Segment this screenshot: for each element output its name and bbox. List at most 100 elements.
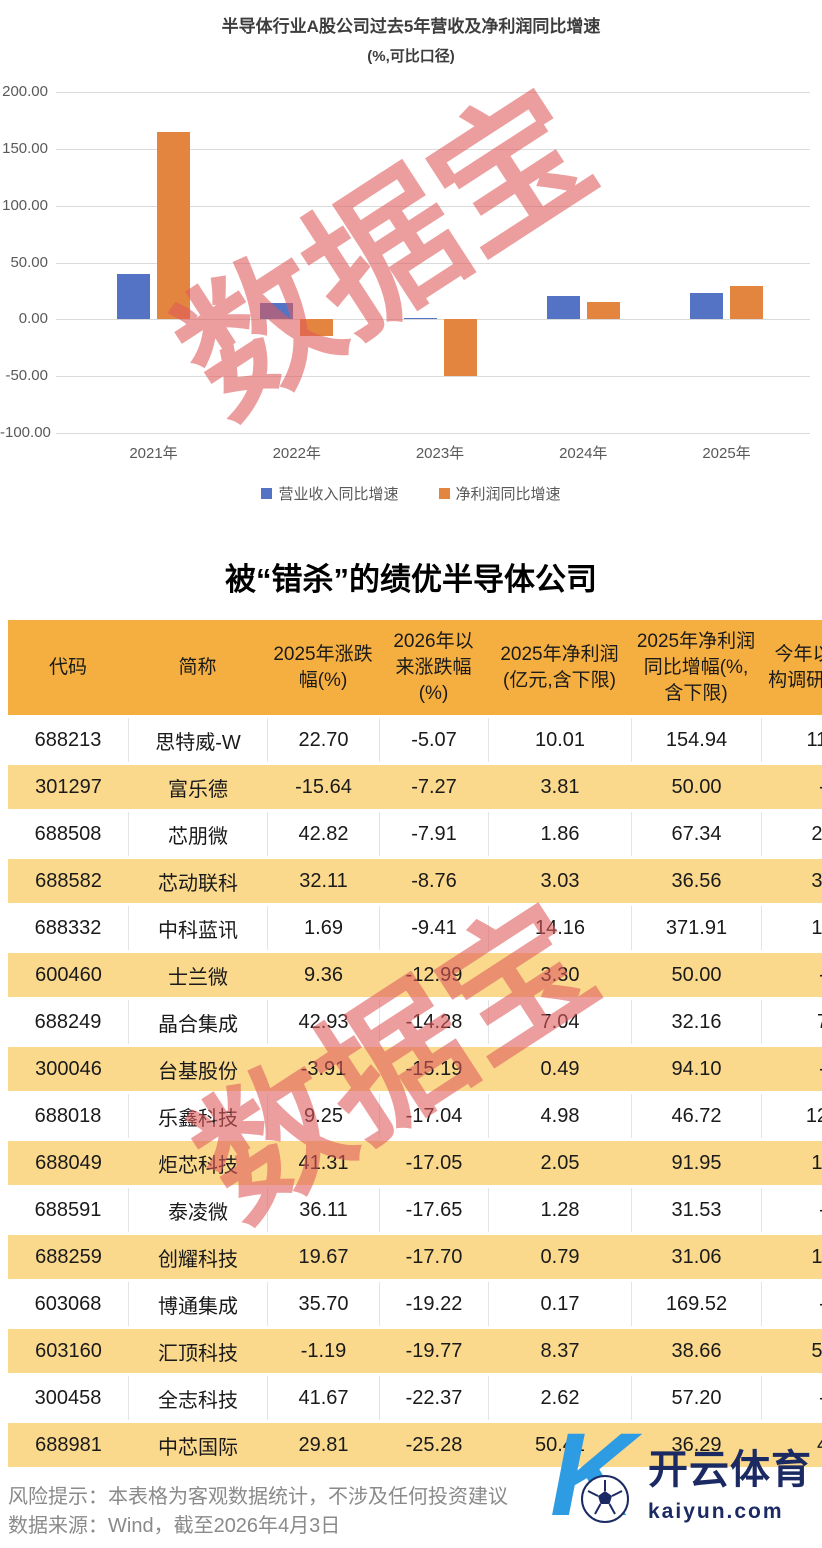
x-tick-label: 2025年 <box>702 445 751 462</box>
table-cell: 1.28 <box>488 1188 631 1232</box>
bar-2021年-营业收入同比增速 <box>117 273 150 320</box>
table-cell: -7.27 <box>379 765 488 809</box>
table-cell: 士兰微 <box>128 953 267 997</box>
y-tick-label: 150.00 <box>2 139 48 157</box>
table-cell: 688981 <box>8 1423 128 1467</box>
table-cell: 91.95 <box>631 1141 761 1185</box>
column-header: 代码 <box>8 620 128 715</box>
table-cell: -15.64 <box>267 765 379 809</box>
table-cell: 15 <box>761 1235 822 1279</box>
table-cell: 9.36 <box>267 953 379 997</box>
table-cell: - <box>761 1376 822 1420</box>
table-cell: - <box>761 1282 822 1326</box>
table-cell: 36.29 <box>631 1423 761 1467</box>
y-tick-label: 0.00 <box>18 310 48 328</box>
growth-chart-section: 半导体行业A股公司过去5年营收及净利润同比增速 (%,可比口径) 200.00 1… <box>0 0 822 535</box>
chart-legend: 营业收入同比增速 净利润同比增速 <box>0 483 822 504</box>
chart-subtitle: (%,可比口径) <box>367 48 455 65</box>
table-cell: -22.37 <box>379 1376 488 1420</box>
table-cell: 创耀科技 <box>128 1235 267 1279</box>
table-cell: 32.16 <box>631 1000 761 1044</box>
y-tick-label: -50.00 <box>5 367 48 385</box>
gridline <box>56 92 810 93</box>
table-cell: 57.20 <box>631 1376 761 1420</box>
table-header-row: 代码 简称 2025年涨跌幅(%) 2026年以来涨跌幅(%) 2025年净利润(亿元,… <box>8 620 822 715</box>
table-cell: 思特威-W <box>128 718 267 762</box>
table-cell: 9.25 <box>267 1094 379 1138</box>
table-cell: -5.07 <box>379 718 488 762</box>
table-cell: 晶合集成 <box>128 1000 267 1044</box>
data-source: 数据来源：Wind，截至2026年4月3日 <box>8 1515 341 1537</box>
table-cell: 169.52 <box>631 1282 761 1326</box>
table-cell: 67.34 <box>631 812 761 856</box>
table-cell: 4.98 <box>488 1094 631 1138</box>
y-tick-label: 100.00 <box>2 196 48 214</box>
table-cell: 台基股份 <box>128 1047 267 1091</box>
table-cell: 688213 <box>8 718 128 762</box>
table-cell: 7.04 <box>488 1000 631 1044</box>
x-tick-label: 2023年 <box>415 445 465 462</box>
table-cell: 2.62 <box>488 1376 631 1420</box>
table-cell: 32.11 <box>267 859 379 903</box>
table-cell: 乐鑫科技 <box>128 1094 267 1138</box>
table-cell: -7.91 <box>379 812 488 856</box>
table-cell: 38.66 <box>631 1329 761 1373</box>
table-cell: 中芯国际 <box>128 1423 267 1467</box>
table-cell: 688591 <box>8 1188 128 1232</box>
table-cell: 36.56 <box>631 859 761 903</box>
table-cell: 41.31 <box>267 1141 379 1185</box>
gridline <box>56 376 810 378</box>
table-cell: 688582 <box>8 859 128 903</box>
kaiyun-logo: K 开云体育 kaiyun.com <box>522 1416 822 1548</box>
legend-label: 营业收入同比增速 <box>278 486 399 503</box>
y-tick-label: 50.00 <box>10 253 48 271</box>
table-cell: 50.00 <box>631 953 761 997</box>
table-cell: -8.76 <box>379 859 488 903</box>
table-cell: - <box>761 1188 822 1232</box>
table-cell: 2.05 <box>488 1141 631 1185</box>
bar-plot: 200.00 150.00 100.00 50.00 0.00 -50.00 -100.00… <box>0 0 822 470</box>
table-body: 688213思特威-W22.70-5.0710.01154.9411830129… <box>8 718 822 1467</box>
table-cell: 688259 <box>8 1235 128 1279</box>
table-cell: 3.03 <box>488 859 631 903</box>
table-cell: 688508 <box>8 812 128 856</box>
column-header: 2025年涨跌幅(%) <box>267 620 379 715</box>
y-tick-label: 200.00 <box>2 83 48 100</box>
table-cell: 35.70 <box>267 1282 379 1326</box>
table-cell: -19.77 <box>379 1329 488 1373</box>
table-cell: 31.53 <box>631 1188 761 1232</box>
legend-swatch-icon <box>438 488 450 499</box>
table-cell: 688332 <box>8 906 128 950</box>
table-cell: 博通集成 <box>128 1282 267 1326</box>
table-cell: 0.79 <box>488 1235 631 1279</box>
table-cell: -17.05 <box>379 1141 488 1185</box>
table-cell: 688249 <box>8 1000 128 1044</box>
gridline <box>56 433 810 434</box>
table-cell: - <box>761 765 822 809</box>
bar-2022年-营业收入同比增速 <box>260 303 294 320</box>
column-header: 2025年净利润同比增幅(%,含下限) <box>631 620 761 715</box>
table-cell: 688049 <box>8 1141 128 1185</box>
table-cell: -17.65 <box>379 1188 488 1232</box>
bar-2024年-营业收入同比增速 <box>546 295 580 320</box>
bar-2022年-净利润同比增速 <box>300 319 334 337</box>
table-cell: 3.30 <box>488 953 631 997</box>
table-cell: 603160 <box>8 1329 128 1373</box>
x-tick-label: 2024年 <box>559 445 608 462</box>
table-cell: 128 <box>761 1094 822 1138</box>
y-tick-label: -100.00 <box>0 424 51 441</box>
table-cell: 4 <box>761 1423 822 1467</box>
